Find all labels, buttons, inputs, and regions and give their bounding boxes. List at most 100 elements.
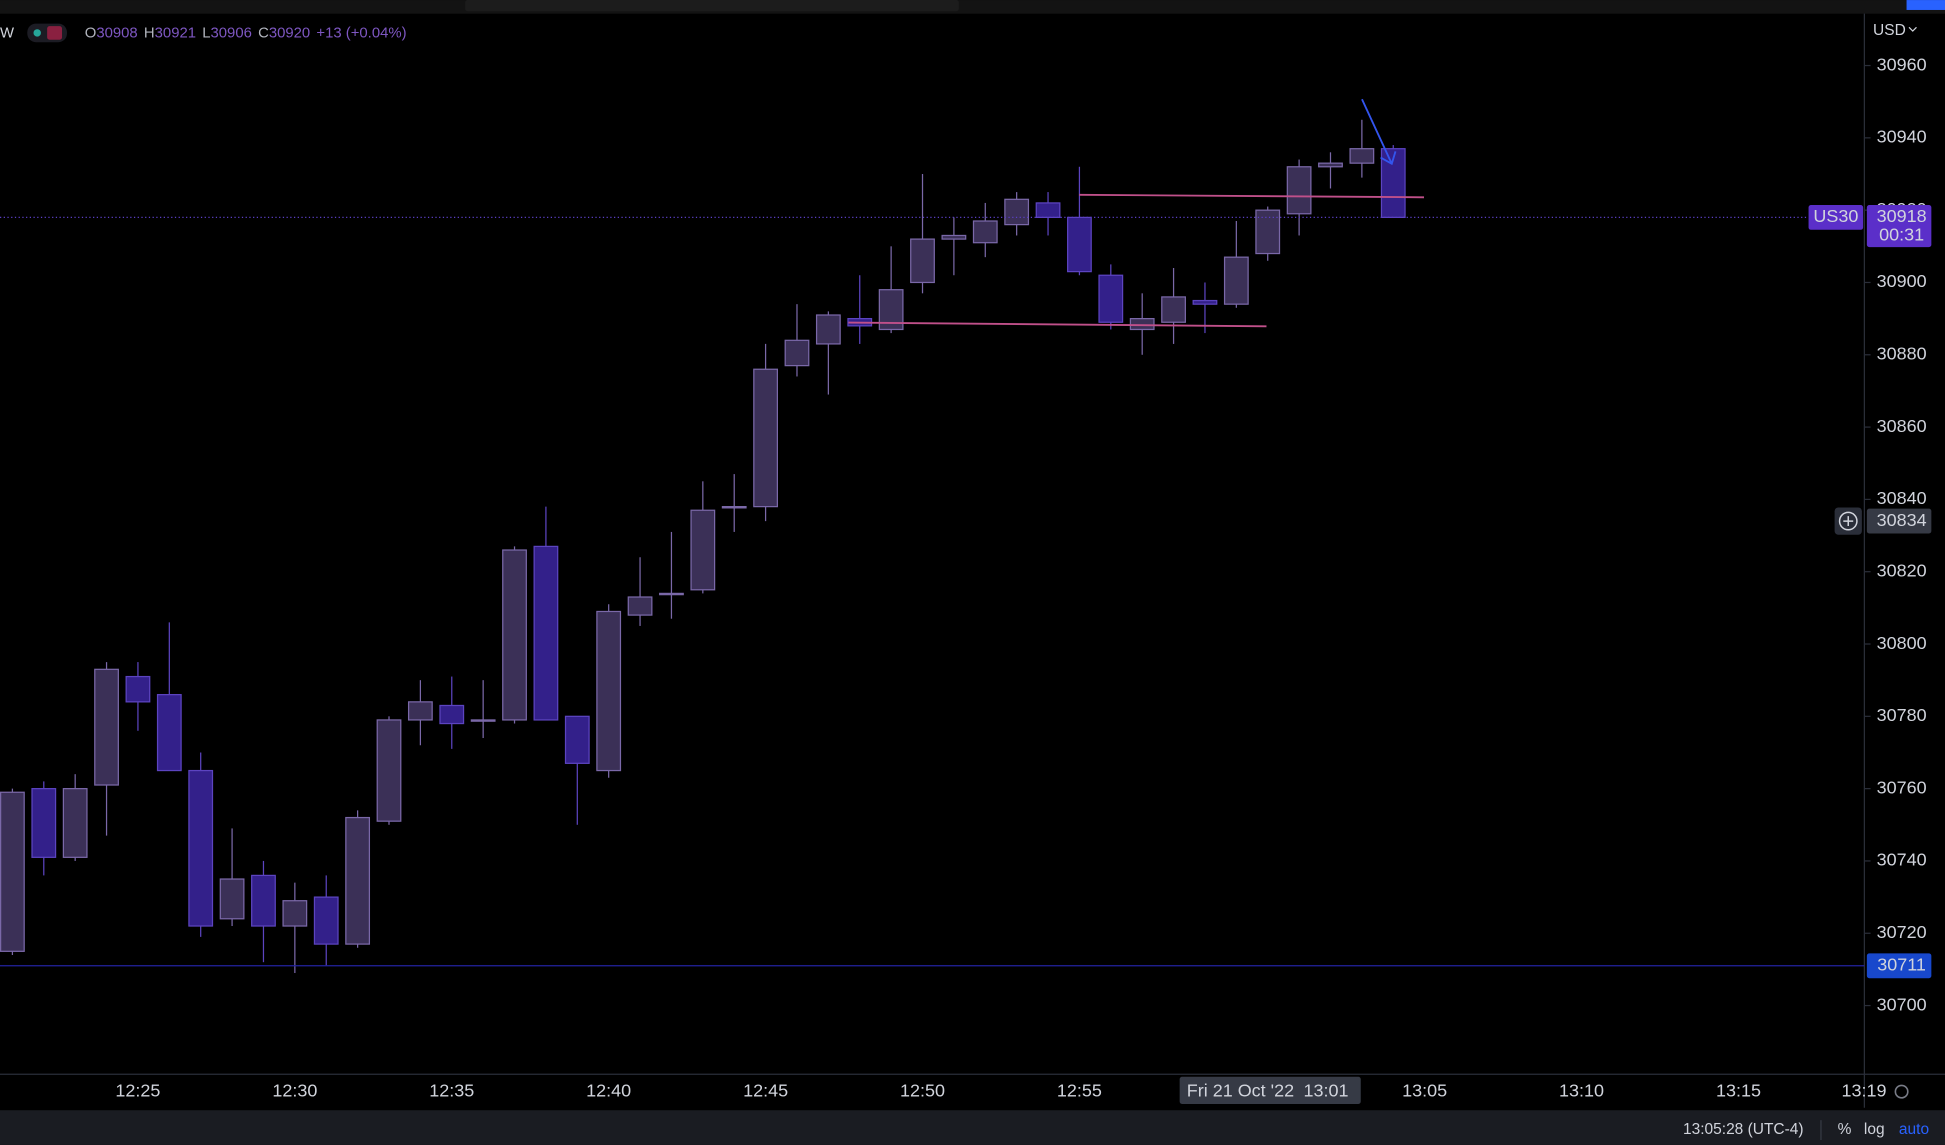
y-tick-label: 30780 (1877, 705, 1927, 725)
x-tick-label: 13:19 (1842, 1080, 1887, 1100)
candle-body (1035, 202, 1061, 219)
candle-body (784, 339, 810, 367)
candle-body (282, 900, 308, 927)
x-tick-label: 12:50 (900, 1080, 945, 1100)
y-tick-label: 30720 (1877, 922, 1927, 942)
legend-label: C (258, 25, 269, 41)
candle-body (313, 896, 339, 945)
arrow-line[interactable] (1361, 98, 1393, 165)
candle-body (1129, 318, 1155, 331)
clock[interactable]: 13:05:28 (UTC-4) (1683, 1121, 1804, 1138)
x-tick-label: 13:05 (1402, 1080, 1447, 1100)
price-line-label: 30711 (1877, 955, 1926, 975)
legend-value: 30906 (211, 25, 252, 41)
candle-body (721, 506, 747, 509)
candle-body (753, 368, 779, 508)
status-dot (33, 29, 41, 37)
countdown: 00:31 (1879, 225, 1924, 245)
crosshair-price-label: 30834 (1877, 510, 1927, 530)
candle-body (1067, 216, 1092, 273)
y-tick-label: 30960 (1877, 54, 1927, 74)
candle-body (1223, 256, 1249, 305)
settings-icon[interactable] (1894, 1084, 1909, 1099)
last-price-label: 30918 (1877, 206, 1927, 226)
candle-body (659, 592, 684, 596)
trend-line[interactable] (1079, 193, 1425, 199)
symbol: W (0, 25, 14, 41)
currency-label[interactable]: USD (1873, 22, 1906, 39)
y-tick-label: 30840 (1877, 488, 1927, 508)
candle-body (815, 314, 841, 345)
candle-body (345, 816, 371, 945)
top-toolbar (0, 0, 1945, 14)
candle-body (502, 549, 527, 721)
legend-change: +13 (+0.04%) (316, 25, 406, 41)
y-tick-label: 30700 (1877, 994, 1927, 1014)
y-tick-label: 30760 (1877, 777, 1927, 797)
candle-body (1380, 148, 1406, 219)
candle-body (376, 719, 402, 822)
candle-body (94, 668, 119, 786)
x-tick-label: 12:35 (429, 1080, 474, 1100)
crosshair-time: 13:01 (1304, 1080, 1349, 1100)
y-tick-label: 30800 (1877, 633, 1927, 653)
x-tick-label: 13:15 (1716, 1080, 1761, 1100)
candle-body (941, 234, 967, 240)
x-tick-label: 12:55 (1057, 1080, 1102, 1100)
y-tick-label: 30940 (1877, 127, 1927, 147)
candle-body (1255, 209, 1281, 255)
currency-chevron (1908, 26, 1917, 32)
candle-body (1004, 198, 1030, 226)
candle-body (596, 610, 622, 772)
add-alert-plus (1843, 516, 1854, 527)
candle-body (470, 719, 496, 722)
arrow-head (1380, 151, 1397, 166)
candle-body (1318, 162, 1343, 168)
auto-toggle[interactable]: auto (1899, 1121, 1929, 1138)
candle-body (439, 704, 465, 725)
candle-body (31, 788, 57, 858)
legend-value: 30920 (269, 25, 310, 41)
ohlc-legend: W O30908 H30921 L30906 C30920 +13 (+0.04%) (0, 25, 407, 41)
candle-body (910, 238, 935, 284)
candle-body (533, 545, 559, 721)
add-alert-icon (1838, 511, 1858, 531)
log-toggle[interactable]: log (1864, 1121, 1885, 1138)
candle-body (690, 509, 716, 591)
toolbar-button[interactable] (1906, 0, 1945, 10)
candle-body (0, 791, 25, 952)
legend-label: H (144, 25, 155, 41)
candle-body (1286, 166, 1312, 215)
candle-body (1161, 296, 1186, 323)
crosshair-time-box (1179, 1076, 1361, 1105)
candle-body (62, 788, 88, 858)
candle-body (1192, 299, 1218, 305)
x-tick-label: 12:45 (743, 1080, 788, 1100)
trend-line[interactable] (848, 321, 1267, 328)
status-bar (0, 1110, 1945, 1145)
y-tick-label: 30860 (1877, 416, 1927, 436)
legend-label: L (202, 25, 210, 41)
crosshair-price-box (1866, 508, 1932, 534)
y-tick-label: 30820 (1877, 560, 1927, 580)
candle-body (1349, 148, 1375, 164)
symbol-box (1808, 204, 1864, 230)
candle-body (564, 715, 590, 764)
toolbar-group[interactable] (465, 0, 959, 12)
alert-icon (47, 26, 63, 40)
last-price-box (1866, 204, 1932, 248)
candle-body (407, 701, 433, 721)
percent-toggle[interactable]: % (1838, 1121, 1852, 1138)
candle-body (1098, 274, 1124, 323)
legend-value: 30921 (155, 25, 196, 41)
candle-body (156, 694, 182, 772)
candle-body (219, 878, 245, 920)
candle-body (251, 874, 276, 927)
legend-value: 30908 (96, 25, 137, 41)
y-tick-label: 30900 (1877, 271, 1927, 291)
y-tick-label: 30740 (1877, 850, 1927, 870)
candle-body (188, 769, 214, 927)
candle-body (627, 596, 653, 616)
symbol-label: US30 (1813, 206, 1858, 226)
